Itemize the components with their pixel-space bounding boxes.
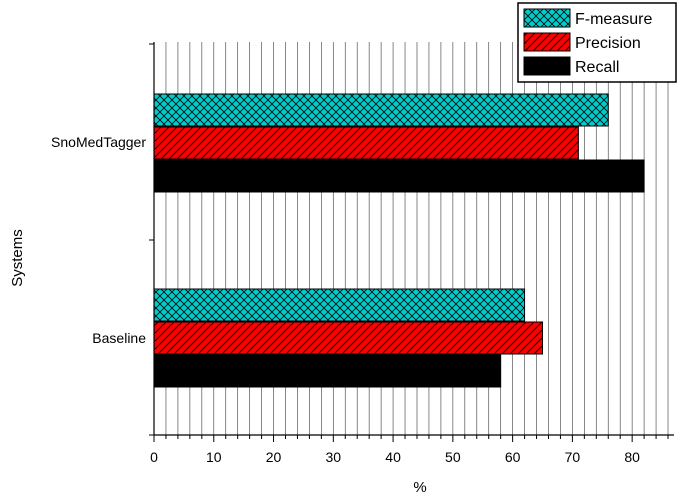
x-tick-label: 10 bbox=[206, 449, 222, 465]
legend: F-measure Precision Recall bbox=[517, 2, 677, 83]
legend-label: F-measure bbox=[575, 11, 652, 28]
bar-precision-snomedtagger bbox=[153, 126, 579, 160]
x-tick-label: 40 bbox=[385, 449, 401, 465]
x-tick-label: 20 bbox=[266, 449, 282, 465]
x-axis-ticks: 0 10 20 30 40 50 60 70 80 bbox=[150, 435, 669, 465]
x-tick-label: 50 bbox=[445, 449, 461, 465]
x-tick-label: 80 bbox=[624, 449, 640, 465]
bar-f-measure-snomedtagger bbox=[153, 93, 609, 127]
axes bbox=[153, 42, 674, 436]
legend-swatch bbox=[523, 8, 571, 28]
x-tick-label: 60 bbox=[505, 449, 521, 465]
bar-recall-baseline bbox=[153, 354, 502, 388]
y-axis-label: Systems bbox=[9, 229, 26, 287]
bar-recall-snomedtagger bbox=[153, 159, 645, 193]
bars-group bbox=[153, 93, 645, 388]
legend-swatch bbox=[523, 32, 571, 52]
bar-precision-baseline bbox=[153, 321, 544, 355]
legend-label: Precision bbox=[575, 35, 641, 52]
y-axis-ticks: SnoMedTagger Baseline bbox=[51, 43, 154, 436]
legend-swatch bbox=[523, 56, 571, 76]
x-tick-label: 70 bbox=[565, 449, 581, 465]
legend-label: Recall bbox=[575, 59, 619, 76]
y-category-label: Baseline bbox=[92, 330, 146, 346]
x-axis-label: % bbox=[413, 479, 426, 496]
bar-f-measure-baseline bbox=[153, 288, 526, 322]
y-category-label: SnoMedTagger bbox=[51, 134, 146, 150]
x-tick-label: 0 bbox=[150, 449, 158, 465]
x-tick-label: 30 bbox=[326, 449, 342, 465]
